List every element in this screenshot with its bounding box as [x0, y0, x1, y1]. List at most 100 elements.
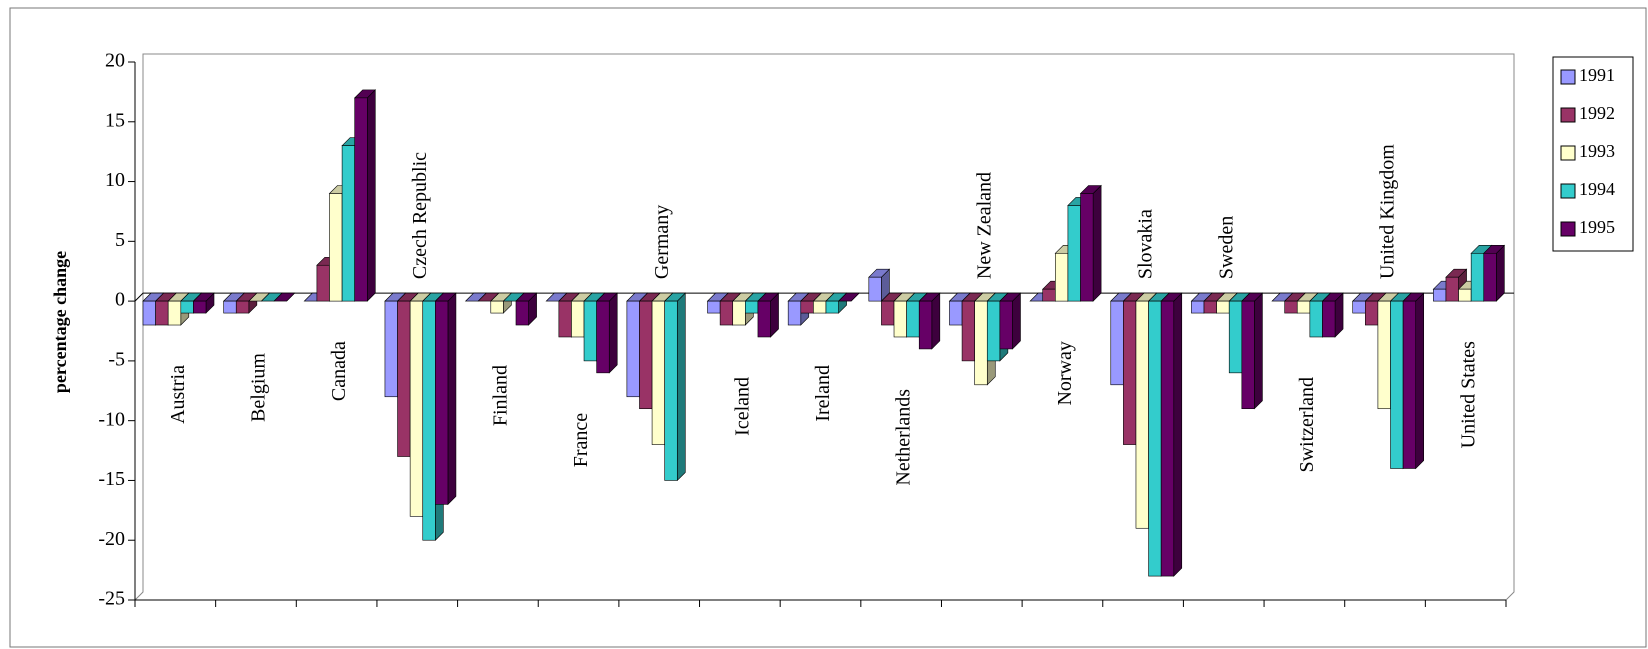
bar — [999, 300, 1013, 350]
bar — [235, 300, 250, 314]
bar — [1390, 300, 1404, 469]
bar — [1110, 300, 1124, 386]
bar — [155, 300, 169, 326]
bar — [825, 300, 839, 314]
bar — [1055, 252, 1069, 302]
category-label: Belgium — [248, 353, 270, 422]
category-label: Austria — [167, 365, 189, 424]
bar — [1135, 300, 1149, 529]
legend-label: 1991 — [1579, 65, 1615, 85]
category-label: Iceland — [731, 377, 753, 436]
bar — [354, 97, 368, 302]
bar — [906, 300, 920, 338]
legend-label: 1995 — [1579, 217, 1615, 237]
bar — [719, 300, 734, 326]
bar — [515, 300, 529, 326]
bar — [1352, 300, 1366, 314]
y-tick-label: -5 — [108, 348, 125, 370]
category-label: Norway — [1054, 341, 1076, 405]
bar — [651, 300, 665, 445]
category-label: Sweden — [1215, 216, 1237, 279]
bar-side — [1254, 292, 1263, 410]
y-tick-label: 5 — [115, 229, 125, 251]
bar — [757, 300, 771, 338]
category-label: Czech Republic — [409, 152, 431, 279]
bar — [1433, 288, 1447, 302]
bar — [1042, 288, 1056, 302]
bar — [800, 300, 814, 314]
bar — [1148, 300, 1162, 577]
bar — [1228, 300, 1243, 374]
bar — [1470, 252, 1485, 302]
bar — [732, 300, 746, 326]
bar-side — [1092, 184, 1102, 302]
bar — [974, 300, 988, 386]
bar — [961, 300, 975, 362]
bar — [787, 300, 802, 326]
bar-top — [273, 292, 296, 302]
bar — [1365, 300, 1379, 326]
bar — [193, 300, 207, 314]
y-tick-label: 15 — [105, 109, 125, 131]
bar-side — [366, 89, 376, 302]
legend-swatch — [1560, 183, 1576, 199]
legend-swatch — [1560, 221, 1576, 237]
bar — [422, 300, 436, 541]
legend-swatch — [1560, 69, 1576, 85]
bar — [1296, 300, 1311, 314]
legend-swatch — [1560, 145, 1576, 161]
category-label: Slovakia — [1135, 209, 1157, 279]
bar — [223, 300, 237, 314]
y-axis-title: percentage change — [50, 251, 70, 393]
category-label: France — [570, 413, 592, 468]
bar — [435, 300, 449, 505]
bar — [1322, 300, 1336, 338]
bar — [1445, 276, 1459, 302]
category-label: Germany — [651, 205, 673, 279]
bar — [1377, 300, 1391, 410]
bar — [1284, 300, 1298, 314]
bar — [167, 300, 182, 326]
bar — [490, 300, 504, 314]
bar — [707, 300, 721, 314]
y-tick-label: -10 — [98, 408, 125, 430]
bar — [1203, 300, 1217, 314]
y-tick-label: 0 — [115, 289, 125, 311]
category-label: Switzerland — [1296, 377, 1318, 473]
bar — [571, 300, 585, 338]
bar — [1191, 300, 1205, 314]
bar — [1402, 300, 1417, 469]
bar-side — [1012, 292, 1021, 350]
bar — [1080, 193, 1094, 302]
bar — [596, 300, 610, 374]
bar — [558, 300, 572, 338]
category-label: Netherlands — [893, 389, 915, 486]
bar — [868, 276, 882, 302]
bar — [1483, 252, 1497, 302]
bar — [1123, 300, 1137, 445]
legend-swatch — [1560, 107, 1576, 123]
bar — [639, 300, 653, 410]
bar — [397, 300, 411, 457]
bar — [664, 300, 678, 481]
bar — [745, 300, 759, 314]
bar — [813, 300, 827, 314]
bar — [1241, 300, 1255, 410]
bar-side — [1415, 292, 1425, 470]
bar-side — [676, 292, 686, 482]
y-tick-label: -25 — [98, 588, 125, 610]
legend-label: 1992 — [1579, 103, 1615, 123]
bar — [986, 300, 1001, 362]
bar — [626, 300, 640, 398]
bar-top — [837, 292, 860, 302]
y-tick-label: -15 — [98, 468, 125, 490]
bar — [329, 193, 343, 302]
bar — [1067, 205, 1081, 302]
bar — [583, 300, 597, 362]
category-label: Ireland — [812, 365, 834, 422]
bar — [142, 300, 156, 326]
category-label: Finland — [490, 365, 512, 426]
bar-side — [1173, 292, 1183, 577]
bar — [409, 300, 424, 517]
bar-side — [931, 292, 941, 350]
